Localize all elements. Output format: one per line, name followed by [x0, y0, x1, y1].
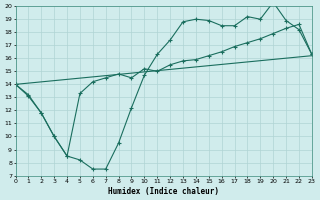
- X-axis label: Humidex (Indice chaleur): Humidex (Indice chaleur): [108, 187, 219, 196]
